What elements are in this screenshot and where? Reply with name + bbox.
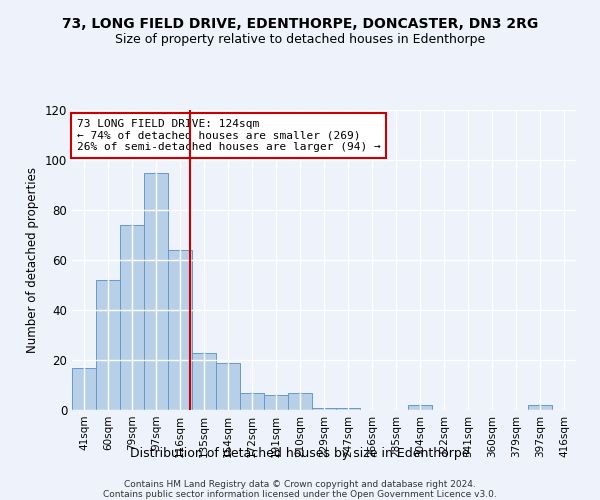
Text: Contains HM Land Registry data © Crown copyright and database right 2024.: Contains HM Land Registry data © Crown c… [124, 480, 476, 489]
Bar [168, 250, 192, 410]
Bar [528, 405, 552, 410]
Text: 73, LONG FIELD DRIVE, EDENTHORPE, DONCASTER, DN3 2RG: 73, LONG FIELD DRIVE, EDENTHORPE, DONCAS… [62, 18, 538, 32]
Bar [72, 368, 96, 410]
Bar [240, 392, 264, 410]
Text: Size of property relative to detached houses in Edenthorpe: Size of property relative to detached ho… [115, 32, 485, 46]
Bar [264, 395, 288, 410]
Bar [144, 172, 168, 410]
Bar [408, 405, 432, 410]
Text: Distribution of detached houses by size in Edenthorpe: Distribution of detached houses by size … [130, 448, 470, 460]
Bar [96, 280, 120, 410]
Text: Contains public sector information licensed under the Open Government Licence v3: Contains public sector information licen… [103, 490, 497, 499]
Bar [120, 225, 144, 410]
Bar [288, 392, 312, 410]
Y-axis label: Number of detached properties: Number of detached properties [26, 167, 39, 353]
Bar [216, 362, 240, 410]
Bar [192, 352, 216, 410]
Bar [336, 408, 360, 410]
Text: 73 LONG FIELD DRIVE: 124sqm
← 74% of detached houses are smaller (269)
26% of se: 73 LONG FIELD DRIVE: 124sqm ← 74% of det… [77, 119, 381, 152]
Bar [312, 408, 336, 410]
